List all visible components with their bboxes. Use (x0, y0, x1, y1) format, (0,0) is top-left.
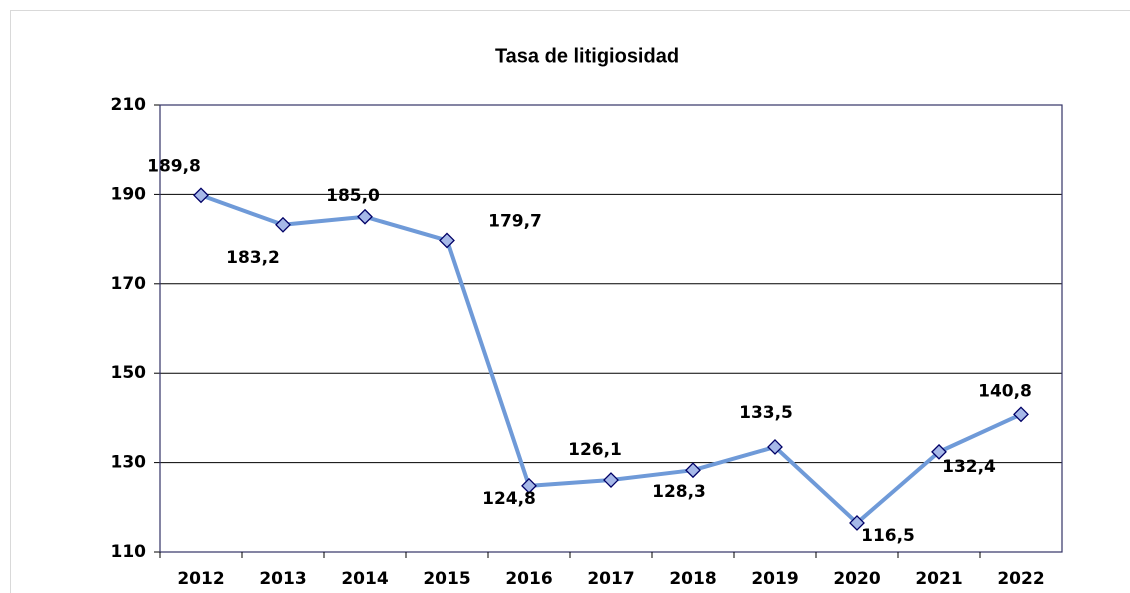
chart-title: Tasa de litigiosidad (495, 45, 679, 67)
x-tick-label: 2020 (833, 569, 880, 589)
data-label: 132,4 (942, 457, 996, 477)
point (931, 443, 947, 460)
data-label: 183,2 (226, 248, 280, 268)
point (439, 232, 455, 249)
x-tick-label: 2014 (341, 569, 388, 589)
x-tick-label: 2017 (587, 569, 634, 589)
x-tick-label: 2016 (505, 569, 552, 589)
data-label: 140,8 (978, 381, 1032, 401)
x-tick-label: 2019 (751, 569, 798, 589)
point (1013, 406, 1029, 423)
point (849, 515, 865, 531)
y-tick-label: 150 (111, 363, 147, 383)
x-tick-label: 2012 (177, 569, 224, 589)
x-tick-label: 2018 (669, 569, 716, 589)
data-label: 185,0 (326, 186, 380, 206)
x-tick-label: 2015 (423, 569, 470, 589)
y-tick-label: 130 (111, 453, 147, 473)
point (603, 472, 619, 488)
point (357, 208, 373, 225)
point (767, 439, 783, 455)
y-tick-label: 110 (111, 542, 147, 562)
x-tick-label: 2021 (915, 569, 962, 589)
data-label: 126,1 (568, 440, 622, 460)
point (275, 216, 291, 233)
data-label: 128,3 (652, 482, 706, 502)
data-label: 124,8 (482, 489, 536, 509)
data-label: 179,7 (488, 211, 542, 231)
data-label: 116,5 (861, 526, 915, 546)
y-tick-label: 210 (111, 95, 147, 115)
data-label: 133,5 (739, 403, 793, 423)
x-tick-label: 2013 (259, 569, 306, 589)
x-tick-label: 2022 (997, 569, 1044, 589)
chart-border (10, 10, 1130, 593)
point (521, 477, 537, 494)
y-tick-label: 170 (111, 274, 147, 294)
data-label: 189,8 (147, 156, 201, 176)
y-tick-label: 190 (111, 184, 147, 204)
point (685, 462, 701, 479)
plot-frame (159, 104, 1063, 553)
point (193, 187, 209, 204)
